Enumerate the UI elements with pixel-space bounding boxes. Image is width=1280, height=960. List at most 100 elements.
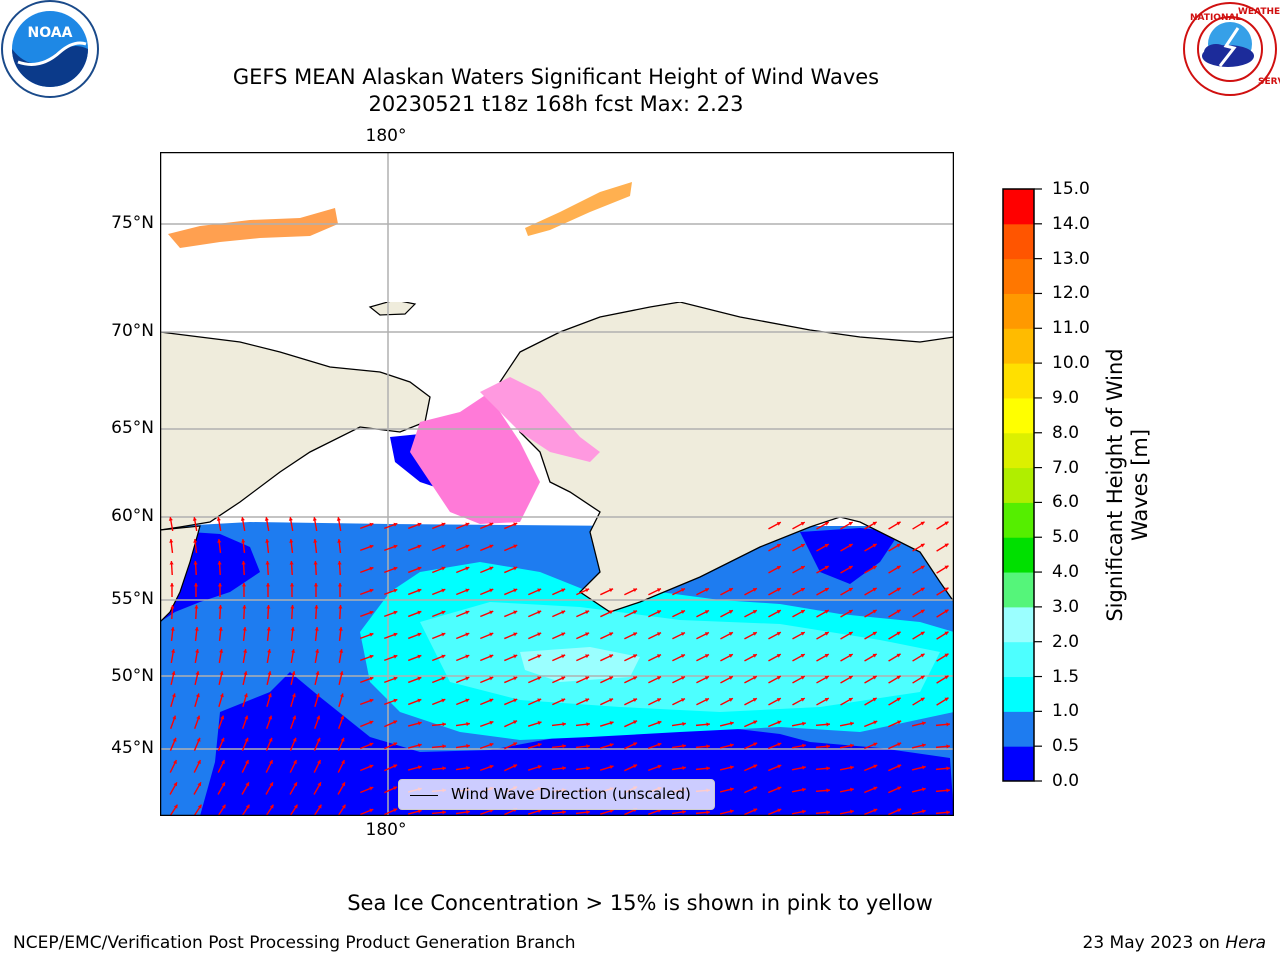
wave-direction-arrowhead (193, 583, 199, 587)
wave-direction-arrowhead (753, 764, 758, 769)
wave-direction-arrowhead (872, 675, 877, 680)
wave-direction-arrowhead (173, 804, 178, 809)
wave-direction-arrowhead (921, 809, 926, 814)
wave-direction-arrowhead (245, 782, 250, 787)
wave-direction-arrowhead (848, 697, 853, 702)
wave-direction-arrowhead (417, 765, 422, 770)
wave-direction-arrowhead (680, 676, 685, 680)
wave-direction-arrowhead (221, 782, 226, 787)
wave-direction-arrowhead (848, 543, 853, 548)
colorbar-tick-label: 1.0 (1052, 701, 1080, 722)
wave-direction-arrowhead (609, 698, 614, 703)
wave-direction-arrowhead (369, 676, 374, 681)
wave-direction-arrowhead (369, 588, 374, 593)
graticule (160, 152, 954, 816)
colorbar-segment (1003, 746, 1034, 782)
wave-direction-arrowhead (339, 671, 344, 676)
wave-direction-arrowhead (753, 786, 758, 791)
wave-direction-arrowhead (800, 698, 805, 702)
wave-direction-arrowhead (489, 764, 494, 769)
wave-direction-arrowhead (221, 760, 225, 765)
wave-direction-arrowhead (633, 632, 638, 637)
colorbar-segment (1003, 676, 1034, 712)
wave-direction-arrowhead (850, 787, 854, 792)
wave-direction-arrowhead (872, 543, 877, 548)
wave-direction-arrowhead (946, 810, 950, 815)
wave-direction-arrowhead (896, 521, 901, 526)
wave-direction-arrowhead (513, 632, 518, 637)
wave-direction-arrowhead (265, 583, 271, 587)
wave-direction-arrowhead (393, 522, 398, 527)
wave-direction-arrowhead (369, 654, 374, 659)
wave-direction-arrowhead (513, 720, 518, 725)
wave-direction-arrowhead (752, 588, 757, 592)
wave-direction-arrowhead (824, 697, 829, 702)
wave-direction-arrowhead (921, 743, 926, 748)
wave-direction-arrowhead (268, 715, 273, 720)
wave-direction-arrowhead (824, 565, 829, 570)
svg-text:SERVICE: SERVICE (1258, 77, 1280, 87)
wave-direction-arrowhead (513, 544, 518, 549)
wave-direction-arrowhead (393, 720, 398, 725)
wave-direction-arrowhead (290, 627, 295, 631)
wave-direction-arrowhead (171, 693, 176, 698)
wave-direction-arrowhead (369, 544, 374, 549)
wave-direction-arrowhead (441, 632, 446, 637)
wave-direction-arrowhead (393, 588, 398, 593)
wave-direction-arrowhead (706, 810, 710, 815)
wave-direction-arrowhead (489, 698, 494, 703)
wave-direction-arrowhead (682, 809, 686, 815)
wave-direction-arrowhead (193, 561, 198, 565)
wave-direction-arrowhead (220, 737, 225, 742)
wave-direction-arrowhead (219, 649, 224, 653)
wave-direction-arrowhead (704, 676, 709, 680)
wave-direction-arrowhead (293, 804, 298, 809)
wave-direction-arrowhead (633, 720, 638, 725)
wave-direction-arrowhead (872, 521, 877, 526)
wave-direction-arrowhead (245, 804, 250, 809)
wave-direction-arrowhead (897, 720, 902, 725)
wave-direction-arrowhead (586, 722, 590, 727)
colorbar-segment (1003, 258, 1034, 294)
legend-line-swatch (410, 795, 438, 796)
wave-direction-arrowhead (513, 566, 518, 571)
wave-direction-arrowhead (265, 539, 270, 543)
wave-direction-arrowhead (489, 544, 494, 549)
wave-direction-arrowhead (216, 517, 221, 521)
wave-direction-arrowhead (489, 742, 494, 747)
wave-direction-arrowhead (241, 539, 246, 543)
wave-direction-arrowhead (465, 632, 470, 637)
wave-direction-arrowhead (609, 809, 614, 814)
wave-direction-arrowhead (341, 782, 346, 787)
wave-direction-arrowhead (920, 697, 925, 702)
wave-direction-arrowhead (776, 544, 781, 548)
chart-title: GEFS MEAN Alaskan Waters Significant Hei… (232, 65, 880, 89)
wave-direction-arrowhead (800, 566, 805, 570)
legend-label: Wind Wave Direction (unscaled) (451, 785, 691, 803)
wave-direction-arrowhead (706, 722, 710, 727)
wave-direction-arrowhead (417, 676, 422, 681)
wave-direction-arrowhead (489, 610, 494, 615)
wave-direction-arrowhead (244, 715, 249, 720)
wave-direction-arrowhead (314, 627, 319, 631)
wave-direction-arrowhead (706, 766, 710, 771)
wave-direction-arrowhead (513, 522, 518, 527)
wave-direction-arrowhead (633, 610, 638, 615)
wave-direction-arrowhead (267, 693, 272, 698)
wave-direction-arrowhead (896, 697, 901, 702)
wave-direction-arrowhead (802, 721, 806, 726)
wave-direction-arrowhead (465, 588, 470, 593)
wave-direction-arrowhead (195, 671, 200, 676)
wave-direction-arrowhead (800, 588, 805, 592)
wave-direction-arrowhead (848, 521, 853, 526)
wave-direction-arrowhead (561, 654, 566, 659)
wave-direction-arrowhead (465, 654, 470, 659)
colorbar-segment (1003, 606, 1034, 643)
wave-direction-arrowhead (417, 632, 422, 637)
wave-direction-arrowhead (752, 698, 757, 702)
wave-direction-arrowhead (944, 653, 949, 658)
wave-direction-arrowhead (369, 566, 374, 571)
wave-direction-arrowhead (873, 764, 878, 769)
wave-direction-arrowhead (537, 632, 542, 637)
wave-direction-arrowhead (417, 522, 422, 527)
